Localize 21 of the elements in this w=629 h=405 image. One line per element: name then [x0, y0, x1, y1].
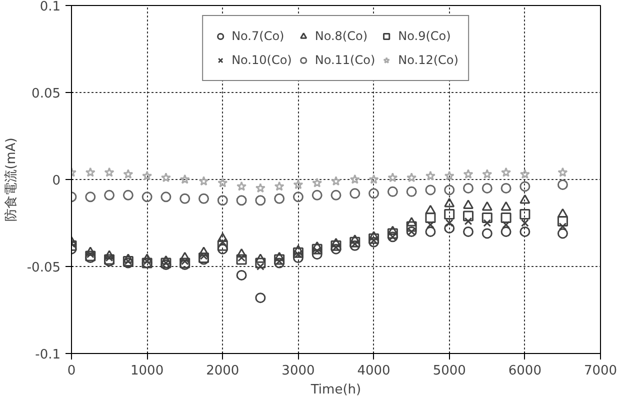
legend-label: No.9(Co) — [398, 29, 451, 43]
x-tick-label: 6000 — [508, 364, 542, 378]
y-tick-label: 0 — [52, 174, 61, 188]
legend-label: No.11(Co) — [314, 53, 376, 67]
x-tick-label: 3000 — [282, 364, 315, 378]
y-tick-label: -0.05 — [26, 260, 61, 276]
y-tick-label: 0.1 — [40, 0, 61, 14]
y-tick-label: -0.1 — [35, 348, 61, 362]
y-tick-label: 0.05 — [32, 86, 61, 102]
legend-label: No.7(Co) — [232, 29, 284, 43]
legend-label: No.10(Co) — [232, 53, 292, 67]
x-tick-label: 2000 — [206, 364, 240, 378]
legend-label: No.8(Co) — [314, 29, 368, 43]
x-tick-label: 5000 — [432, 364, 466, 378]
x-tick-label: 1000 — [130, 364, 164, 378]
x-tick-label: 0 — [67, 364, 76, 378]
x-tick-label: 7000 — [584, 364, 618, 378]
legend-label: No.12(Co) — [398, 53, 458, 67]
x-tick-label: 4000 — [357, 364, 390, 378]
y-axis-title: 防食電流(mA) — [2, 138, 19, 222]
x-axis-title: Time(h) — [310, 382, 362, 398]
